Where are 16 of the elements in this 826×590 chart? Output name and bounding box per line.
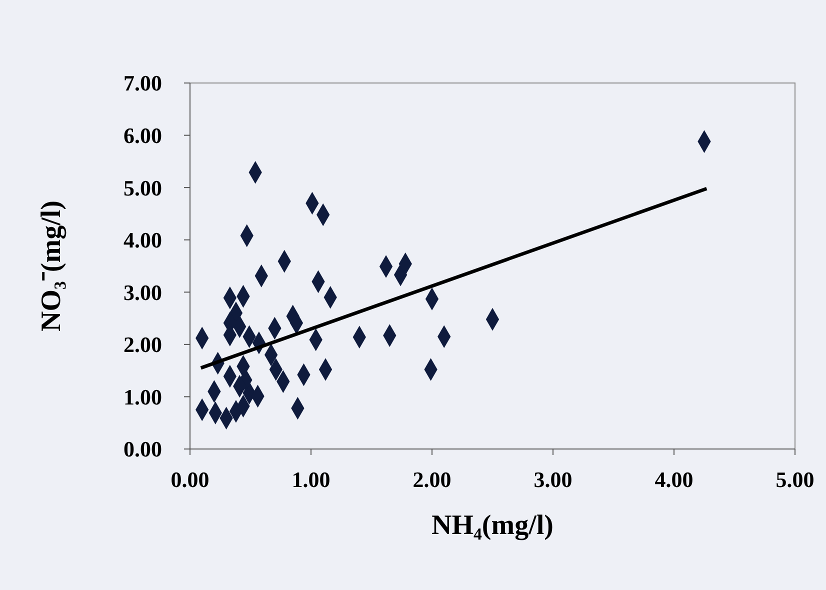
x-tick-label: 0.00 xyxy=(170,467,210,492)
x-tick-label: 4.00 xyxy=(654,467,694,492)
y-tick-label: 0.00 xyxy=(124,436,162,462)
y-axis-title: NO₃⁻(mg/l) xyxy=(36,200,67,332)
y-tick-label: 7.00 xyxy=(124,70,162,96)
x-tick-label: 2.00 xyxy=(412,467,452,492)
x-tick-label: 3.00 xyxy=(534,467,572,492)
x-tick-label: 5.00 xyxy=(776,467,814,492)
y-tick-label: 3.00 xyxy=(124,280,162,305)
x-axis-title: NH₄(mg/l) xyxy=(432,510,554,541)
y-tick-label: 4.00 xyxy=(124,228,162,253)
y-tick-label: 2.00 xyxy=(124,332,162,358)
y-tick-label: 5.00 xyxy=(124,175,162,200)
x-tick-label: 1.00 xyxy=(292,467,330,492)
y-tick-label: 1.00 xyxy=(124,384,162,410)
y-tick-label: 6.00 xyxy=(124,122,162,148)
